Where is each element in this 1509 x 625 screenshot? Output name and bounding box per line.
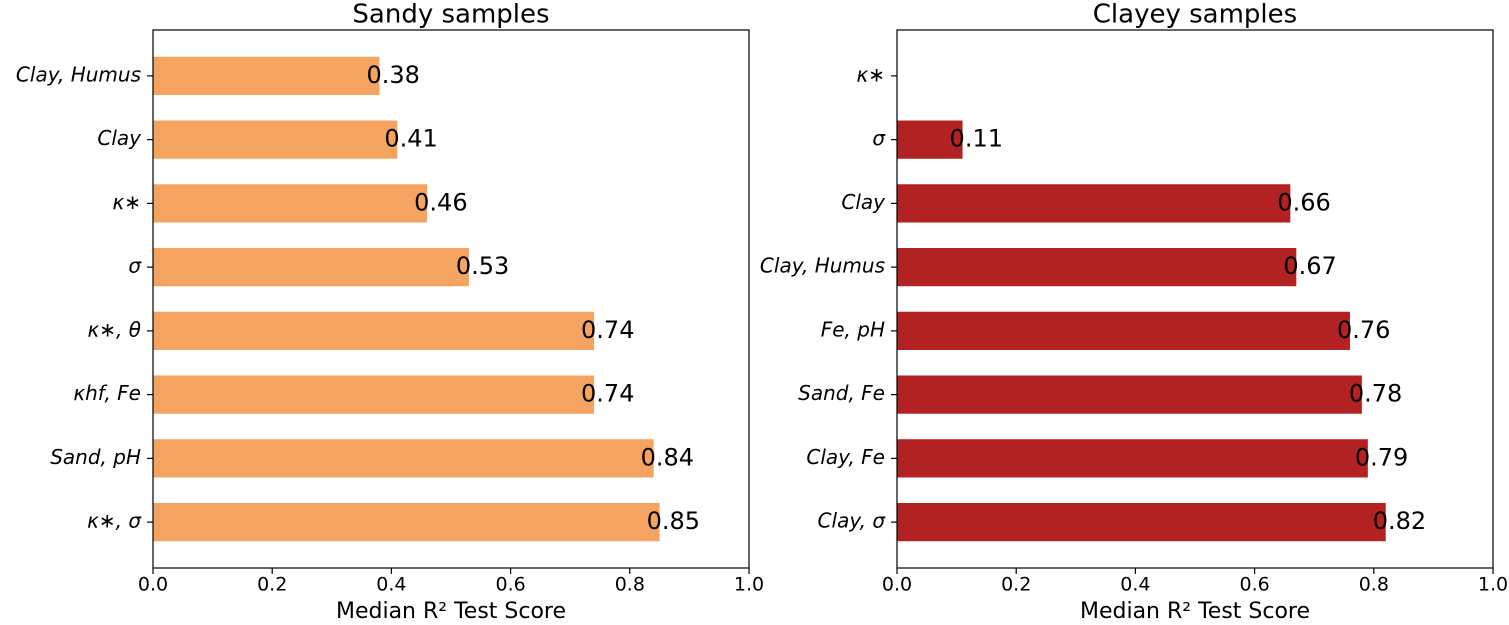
- x-tick-label: 0.8: [615, 574, 645, 596]
- bar: [897, 248, 1297, 287]
- bar: [153, 375, 595, 414]
- bar: [153, 311, 595, 350]
- bar: [153, 120, 398, 159]
- y-tick-label: Fe, pH: [821, 317, 885, 341]
- chart-title: Clayey samples: [1093, 0, 1297, 30]
- plot-frame: [896, 29, 1494, 569]
- value-label: 0.41: [384, 125, 437, 153]
- value-label: 0.46: [414, 188, 467, 216]
- bar: [153, 502, 660, 542]
- bar: [153, 248, 469, 287]
- bar: [897, 184, 1291, 223]
- x-tick-label: 1.0: [1478, 574, 1508, 596]
- bar: [153, 439, 654, 478]
- bar: [897, 375, 1362, 414]
- value-label: 0.66: [1277, 188, 1330, 216]
- y-tick-label: σ: [128, 254, 142, 278]
- x-tick-label: 0.2: [257, 574, 287, 596]
- y-tick-label: Clay, σ: [818, 509, 887, 533]
- x-tick-label: 0.6: [1239, 574, 1269, 596]
- value-label: 0.78: [1349, 380, 1402, 408]
- value-label: 0.74: [581, 380, 634, 408]
- y-tick-label: κ∗: [856, 62, 885, 86]
- bar: [897, 311, 1350, 350]
- y-tick-label: κ∗: [112, 190, 141, 214]
- bar: [897, 120, 963, 159]
- y-tick-label: κ∗, θ: [88, 317, 142, 341]
- value-label: 0.85: [647, 507, 700, 535]
- x-tick-label: 1.0: [734, 574, 764, 596]
- value-label: 0.82: [1373, 507, 1426, 535]
- y-tick-label: Sand, Fe: [798, 381, 885, 405]
- plot-frame: [152, 29, 750, 569]
- bar: [153, 184, 428, 223]
- bar: [153, 56, 380, 96]
- value-label: 0.67: [1283, 252, 1336, 280]
- x-tick-label: 0.6: [495, 574, 525, 596]
- value-label: 0.74: [581, 316, 634, 344]
- value-label: 0.11: [950, 125, 1003, 153]
- chart-title: Sandy samples: [352, 0, 549, 30]
- y-tick-label: Clay, Humus: [760, 254, 885, 278]
- y-tick-label: κhf, Fe: [73, 381, 141, 405]
- y-tick-label: Sand, pH: [50, 445, 141, 469]
- x-tick-label: 0.4: [1120, 574, 1150, 596]
- bar: [897, 439, 1368, 478]
- value-label: 0.79: [1355, 443, 1408, 471]
- x-tick-label: 0.2: [1001, 574, 1031, 596]
- y-tick-label: Clay: [841, 190, 886, 214]
- x-tick-label: 0.4: [376, 574, 406, 596]
- x-tick-label: 0.8: [1359, 574, 1389, 596]
- x-tick-label: 0.0: [138, 574, 168, 596]
- value-label: 0.38: [366, 61, 419, 89]
- x-tick-label: 0.0: [882, 574, 912, 596]
- y-tick-label: σ: [872, 126, 886, 150]
- x-axis-label: Median R² Test Score: [336, 599, 566, 624]
- y-tick-label: Clay, Humus: [16, 62, 141, 86]
- y-tick-label: κ∗, σ: [87, 509, 142, 533]
- bar: [897, 502, 1386, 542]
- y-tick-label: Clay: [97, 126, 142, 150]
- value-label: 0.84: [641, 443, 694, 471]
- value-label: 0.76: [1337, 316, 1390, 344]
- x-axis-label: Median R² Test Score: [1080, 599, 1310, 624]
- value-label: 0.53: [456, 252, 509, 280]
- y-tick-label: Clay, Fe: [806, 445, 885, 469]
